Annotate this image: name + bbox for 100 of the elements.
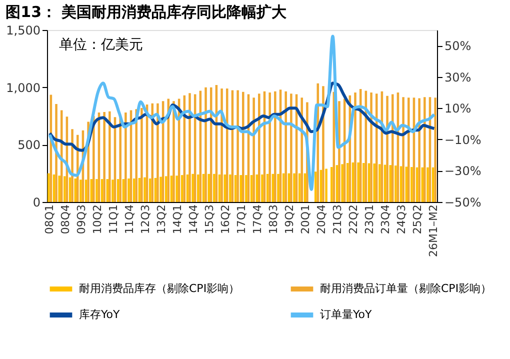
x-tick-label: 13Q2 [154, 204, 168, 234]
bar [378, 164, 381, 202]
bar [389, 165, 392, 202]
bar [156, 103, 159, 202]
bar [338, 101, 340, 202]
legend-label: 耐用消费品库存（剔除CPI影响） [79, 282, 240, 295]
bar [325, 168, 328, 202]
bar [426, 167, 429, 202]
bar [386, 96, 388, 202]
x-tick-label: 24Q3 [395, 204, 408, 234]
bar [341, 164, 344, 202]
bar [284, 91, 287, 202]
bar [242, 92, 244, 202]
y-tick-label: 1,000 [6, 80, 40, 95]
bar [188, 93, 191, 202]
bar [112, 180, 114, 202]
bar [391, 94, 394, 202]
bar [300, 98, 303, 202]
y2-tick-label: 50% [444, 39, 472, 54]
bar [252, 98, 255, 202]
bar [236, 90, 239, 202]
bar [346, 163, 349, 202]
bar [204, 87, 207, 202]
bar [64, 176, 66, 202]
bar [268, 92, 271, 202]
bar [362, 163, 365, 202]
bar [229, 174, 232, 202]
y2-tick-label: 30% [444, 70, 472, 84]
bar [160, 176, 162, 202]
legend-label: 订单量YoY [320, 308, 372, 321]
bar [140, 108, 143, 202]
bar [418, 98, 420, 202]
bar [176, 176, 178, 202]
bar [434, 98, 436, 202]
bar [48, 173, 50, 202]
bar [261, 174, 264, 202]
bar [172, 101, 175, 202]
bar [124, 112, 127, 202]
chart-title: 图13： 美国耐用消费品库存同比降幅扩大 [6, 3, 288, 21]
x-tick-label: 11Q1 [106, 204, 120, 234]
x-tick-label: 20Q4 [315, 204, 328, 234]
x-tick-label: 15Q3 [202, 204, 216, 234]
legend-label: 库存YoY [79, 308, 120, 321]
x-tick-label: 21Q3 [331, 204, 344, 234]
x-tick-label: 09Q3 [74, 204, 88, 234]
bar [394, 166, 397, 202]
bar [408, 98, 410, 202]
y2-tick-label: 10% [444, 102, 472, 116]
bar [220, 88, 223, 202]
x-tick-label: 17Q1 [235, 204, 248, 234]
x-tick-label: 22Q2 [347, 204, 360, 234]
bar [197, 174, 200, 202]
bar [370, 92, 372, 202]
y-tick-label: 500 [18, 138, 40, 152]
legend-label: 耐用消费品订单量（剔除CPI影响） [320, 282, 492, 295]
bar [274, 91, 276, 202]
y2-tick-label: −30% [444, 164, 482, 178]
x-tick-label: 14Q4 [186, 204, 200, 234]
y2-tick-label: −10% [444, 132, 482, 147]
x-tick-label: 08Q1 [42, 204, 56, 234]
y-tick-label: 0 [32, 196, 40, 210]
bar [71, 129, 74, 202]
bar [405, 166, 408, 202]
x-tick-label: 18Q3 [267, 204, 280, 234]
x-tick-label: 16Q2 [218, 204, 232, 234]
bar [208, 174, 210, 202]
bar [151, 103, 154, 202]
bar [357, 162, 360, 202]
bar [96, 179, 98, 202]
bar [256, 174, 258, 202]
x-tick-label: 25Q2 [411, 204, 424, 234]
bar [224, 174, 226, 202]
bar [55, 104, 58, 202]
bar [258, 94, 260, 202]
bar [80, 180, 82, 202]
bar [108, 111, 111, 202]
bar [90, 179, 93, 202]
bar [58, 176, 60, 202]
x-tick-label: 11Q4 [122, 204, 136, 234]
x-tick-label: 23Q4 [379, 204, 392, 234]
bar [226, 88, 228, 202]
annotation: 单位：亿美元 [59, 37, 143, 53]
x-tick-label: 14Q1 [170, 204, 184, 234]
x-tick-label: 12Q3 [138, 204, 152, 234]
x-tick-label: 20Q1 [299, 204, 312, 234]
bar [128, 178, 130, 202]
bar [373, 163, 376, 202]
bar [330, 167, 333, 202]
bar [213, 174, 216, 202]
x-tick-label: 17Q4 [251, 204, 264, 234]
line-series [48, 34, 436, 191]
bar [181, 175, 184, 202]
bar [74, 178, 76, 202]
x-tick-label: 23Q1 [363, 204, 376, 234]
bar [245, 175, 248, 202]
x-tick-label: 19Q2 [283, 204, 296, 234]
bar [410, 167, 413, 202]
bar [144, 177, 146, 202]
bar [293, 173, 296, 202]
x-tick-label: 08Q4 [58, 204, 72, 234]
